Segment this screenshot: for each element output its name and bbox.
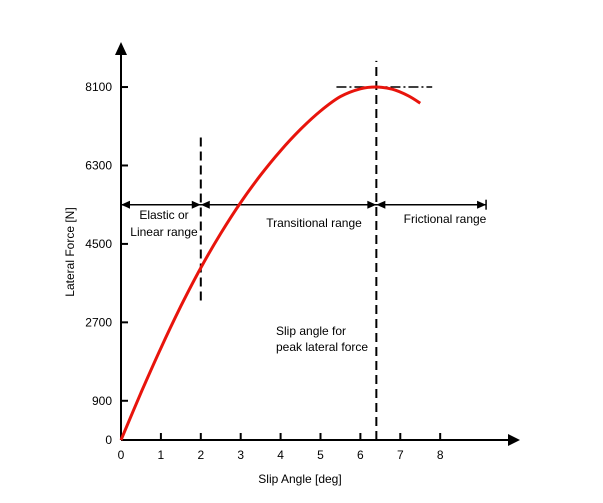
elastic-range-label-line1: Elastic or — [139, 208, 188, 222]
x-axis-title: Slip Angle [deg] — [258, 472, 341, 486]
y-tick-label: 900 — [92, 394, 112, 408]
range-arrowhead — [121, 200, 130, 209]
frictional-range-label: Frictional range — [404, 212, 487, 226]
range-arrowhead — [367, 200, 377, 209]
y-tick-label: 6300 — [85, 158, 112, 172]
axes — [115, 42, 520, 446]
x-tick-label: 7 — [397, 448, 404, 462]
x-tick-label: 1 — [158, 448, 165, 462]
x-tick-label: 0 — [118, 448, 125, 462]
x-axis-arrowhead — [508, 434, 520, 446]
markers — [199, 60, 433, 440]
y-axis-title: Lateral Force [N] — [63, 207, 77, 296]
x-tick-label: 6 — [357, 448, 364, 462]
transitional-range-label: Transitional range — [266, 216, 362, 230]
lateral-force-curve — [119, 85, 422, 441]
peak-note-line2: peak lateral force — [276, 340, 368, 354]
elastic-range-label-line2: Linear range — [130, 225, 198, 239]
range-arrowhead — [477, 200, 487, 209]
peak-note-line1: Slip angle for — [276, 324, 346, 338]
range-arrow — [121, 199, 487, 210]
y-ticks: 0 900 2700 4500 6300 8100 — [85, 80, 128, 447]
x-tick-label: 4 — [277, 448, 284, 462]
y-tick-label: 2700 — [85, 315, 112, 329]
x-tick-label: 5 — [317, 448, 324, 462]
x-tick-label: 3 — [237, 448, 244, 462]
y-axis-arrowhead — [115, 42, 127, 55]
range-arrowhead — [376, 200, 386, 209]
y-tick-label: 8100 — [85, 80, 112, 94]
y-tick-label: 4500 — [85, 237, 112, 251]
y-tick-label: 0 — [105, 433, 112, 447]
range-arrowhead — [200, 200, 210, 209]
range-arrowhead — [191, 200, 201, 209]
x-tick-label: 2 — [197, 448, 204, 462]
x-ticks: 0 1 2 3 4 5 6 7 8 — [118, 433, 444, 462]
x-tick-label: 8 — [437, 448, 444, 462]
